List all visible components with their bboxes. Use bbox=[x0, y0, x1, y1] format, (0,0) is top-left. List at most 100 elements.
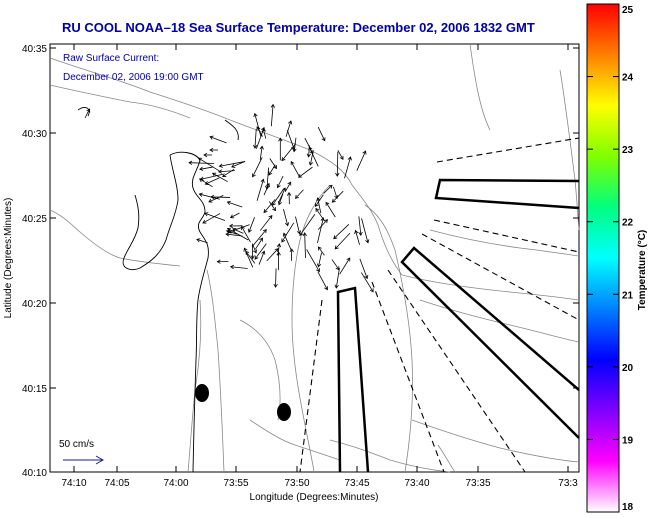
x-tick-label: 73:35 bbox=[465, 478, 490, 489]
current-vector bbox=[228, 224, 250, 233]
current-vector-head bbox=[323, 219, 328, 224]
current-vector-head bbox=[229, 214, 235, 219]
current-vector-head bbox=[253, 112, 258, 118]
current-vector-head bbox=[199, 166, 204, 171]
y-tick-label: 40:10 bbox=[22, 468, 47, 479]
current-vector-head bbox=[358, 231, 363, 236]
y-axis: 40:35 40:30 40:25 40:20 40:15 40:10 bbox=[22, 44, 579, 479]
current-vector-head bbox=[263, 209, 268, 214]
current-vector bbox=[360, 272, 374, 292]
coastline bbox=[77, 107, 239, 473]
current-vector bbox=[219, 161, 245, 167]
current-vector bbox=[306, 249, 320, 272]
current-vector-head bbox=[259, 145, 264, 150]
colorbar-tick-label: 18 bbox=[622, 502, 634, 513]
current-vector-head bbox=[289, 248, 294, 253]
current-vector-head bbox=[254, 255, 259, 260]
current-vector-head bbox=[247, 228, 252, 233]
current-vector-head bbox=[334, 194, 339, 200]
current-vector-head bbox=[204, 181, 209, 185]
current-vector bbox=[298, 166, 313, 178]
current-vector bbox=[199, 166, 214, 170]
current-vector bbox=[355, 230, 360, 245]
current-vector bbox=[245, 251, 256, 264]
current-vector-head bbox=[317, 246, 322, 251]
x-tick-label: 73:50 bbox=[284, 478, 309, 489]
current-vector-head bbox=[308, 146, 313, 151]
current-vector-head bbox=[328, 184, 333, 189]
shipping-lanes bbox=[336, 178, 580, 473]
current-vector bbox=[198, 157, 220, 172]
current-vector-head bbox=[259, 237, 264, 242]
current-vector-head bbox=[216, 259, 221, 264]
current-vector-head bbox=[282, 232, 287, 237]
current-vector bbox=[318, 246, 325, 256]
x-axis-label: Longitude (Degrees:Minutes) bbox=[250, 492, 379, 503]
current-vector-head bbox=[188, 160, 193, 165]
current-vector-head bbox=[276, 243, 282, 248]
current-vector bbox=[337, 150, 344, 160]
current-vector bbox=[336, 151, 339, 177]
current-vector-head bbox=[241, 225, 245, 231]
current-vector-head bbox=[302, 232, 307, 237]
current-vector bbox=[256, 179, 264, 201]
current-vector bbox=[209, 136, 227, 144]
current-vector-head bbox=[198, 192, 203, 197]
current-vector bbox=[210, 196, 231, 198]
current-vector-head bbox=[306, 153, 311, 158]
current-vector-head bbox=[273, 164, 277, 170]
current-vector-head bbox=[222, 173, 227, 177]
current-vector-head bbox=[229, 264, 235, 270]
x-axis: 74:10 74:05 74:00 73:55 73:50 73:45 73:40 73:35… bbox=[61, 44, 578, 489]
y-axis-label: Latitude (Degrees:Minutes) bbox=[3, 198, 14, 319]
current-vector bbox=[208, 195, 224, 203]
separation-zones bbox=[299, 137, 580, 473]
current-vector bbox=[254, 129, 257, 149]
current-vector bbox=[283, 233, 292, 250]
current-vector bbox=[317, 219, 328, 230]
current-vector bbox=[356, 150, 366, 171]
current-vector bbox=[227, 201, 243, 208]
buoys bbox=[195, 384, 291, 421]
figure-title: RU COOL NOAA–18 Sea Surface Temperature:… bbox=[62, 20, 535, 35]
current-vector-head bbox=[208, 198, 213, 203]
current-vector-head bbox=[335, 172, 340, 177]
current-vectors bbox=[84, 103, 374, 293]
current-vector bbox=[277, 175, 284, 188]
current-vector-head bbox=[271, 201, 276, 206]
x-tick-label: 73:45 bbox=[344, 478, 369, 489]
colorbar-tick-label: 20 bbox=[622, 363, 634, 374]
shipping-lane-south bbox=[336, 286, 370, 473]
current-vector bbox=[281, 222, 295, 243]
current-vector-head bbox=[346, 257, 351, 262]
current-vector-head bbox=[204, 212, 209, 217]
current-vector-head bbox=[272, 207, 276, 212]
colorbar-tick-label: 21 bbox=[622, 290, 634, 301]
plot-frame bbox=[49, 43, 580, 473]
current-vector bbox=[304, 232, 306, 259]
current-vector bbox=[358, 216, 362, 236]
current-vector bbox=[84, 108, 90, 119]
current-vector bbox=[278, 193, 284, 205]
current-vector-head bbox=[287, 181, 292, 186]
current-vector-head bbox=[290, 160, 295, 166]
current-vector-head bbox=[316, 268, 320, 273]
x-tick-label: 74:10 bbox=[61, 478, 86, 489]
current-vector bbox=[270, 104, 274, 127]
current-vector-head bbox=[273, 283, 278, 288]
current-vector-head bbox=[354, 229, 359, 235]
colorbar-tick-label: 23 bbox=[622, 145, 634, 156]
current-vector bbox=[212, 172, 228, 183]
colorbar-tick-label: 22 bbox=[622, 218, 634, 229]
current-vector-head bbox=[231, 163, 236, 168]
current-vector bbox=[317, 217, 324, 244]
current-vector-head bbox=[227, 229, 232, 234]
shipping-lane-east bbox=[434, 178, 580, 210]
current-vector bbox=[196, 238, 208, 244]
current-vector bbox=[232, 228, 244, 234]
current-vector bbox=[259, 215, 273, 231]
bathymetry-contours bbox=[49, 43, 580, 473]
current-vector bbox=[317, 126, 326, 141]
current-vector bbox=[285, 181, 292, 192]
y-tick-label: 40:25 bbox=[22, 214, 47, 225]
